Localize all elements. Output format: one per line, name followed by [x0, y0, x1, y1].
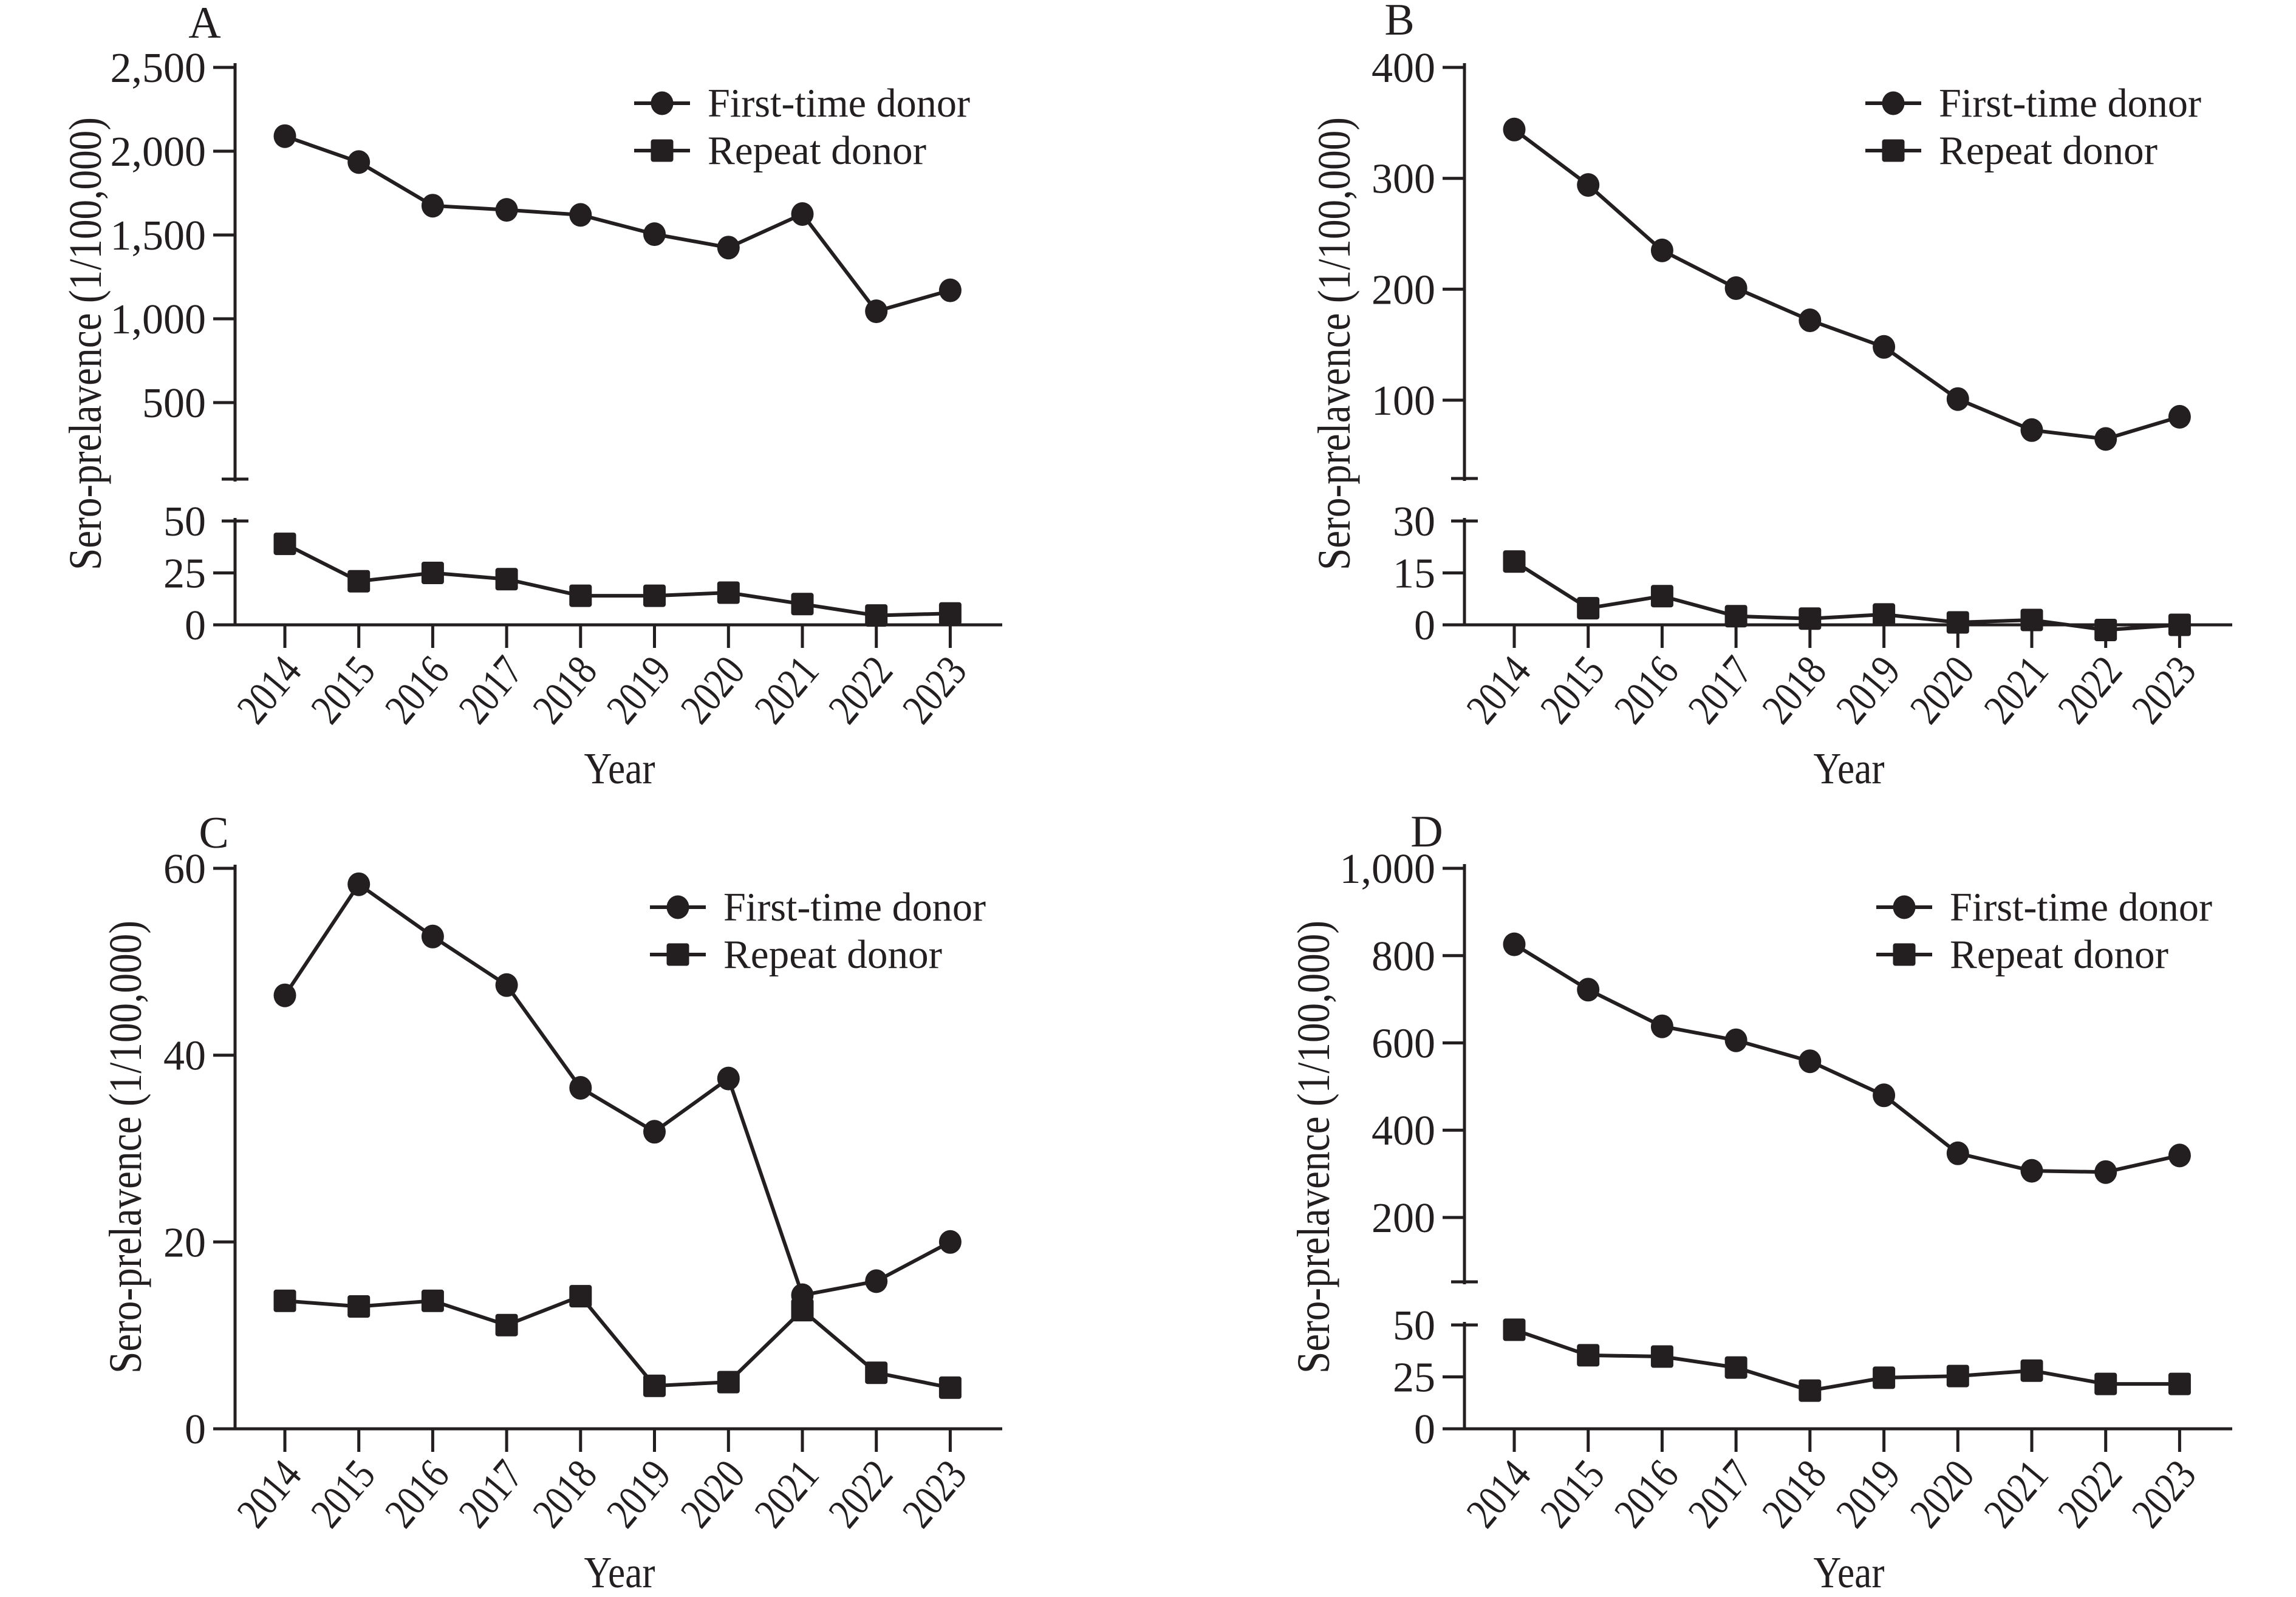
svg-text:600: 600 [1372, 1021, 1435, 1068]
svg-text:300: 300 [1372, 156, 1435, 203]
svg-text:B: B [1384, 0, 1414, 45]
svg-text:30: 30 [1393, 499, 1435, 545]
svg-text:Repeat donor: Repeat donor [1950, 932, 2168, 977]
svg-text:1,000: 1,000 [111, 296, 207, 343]
svg-text:100: 100 [1372, 378, 1435, 424]
svg-text:Sero-prelavence (1/100,000): Sero-prelavence (1/100,000) [60, 117, 111, 570]
svg-text:D: D [1410, 807, 1443, 857]
svg-text:Sero-prelavence (1/100,000): Sero-prelavence (1/100,000) [1309, 117, 1360, 570]
svg-text:1,000: 1,000 [1340, 846, 1436, 893]
svg-text:60: 60 [163, 846, 206, 893]
svg-text:800: 800 [1372, 933, 1435, 980]
svg-text:15: 15 [1393, 551, 1435, 598]
svg-text:First-time donor: First-time donor [1939, 81, 2201, 126]
svg-text:Sero-prelavence (1/100,000): Sero-prelavence (1/100,000) [1288, 921, 1339, 1374]
svg-text:Year: Year [1814, 744, 1885, 793]
svg-text:25: 25 [163, 551, 206, 598]
svg-text:First-time donor: First-time donor [1950, 885, 2212, 930]
svg-text:Year: Year [1814, 1548, 1885, 1597]
svg-text:1,500: 1,500 [111, 213, 207, 259]
svg-text:50: 50 [163, 499, 206, 545]
svg-text:0: 0 [185, 1406, 206, 1453]
svg-text:200: 200 [1372, 267, 1435, 313]
svg-text:Repeat donor: Repeat donor [708, 128, 926, 173]
svg-text:First-time donor: First-time donor [708, 81, 970, 126]
svg-text:400: 400 [1372, 45, 1435, 92]
svg-text:2,500: 2,500 [111, 45, 207, 92]
svg-text:40: 40 [163, 1033, 206, 1080]
svg-text:0: 0 [1414, 602, 1435, 649]
svg-text:A: A [188, 0, 220, 48]
svg-text:0: 0 [185, 602, 206, 649]
svg-text:Repeat donor: Repeat donor [723, 932, 942, 977]
svg-text:0: 0 [1414, 1406, 1435, 1453]
svg-text:C: C [199, 808, 228, 858]
svg-text:25: 25 [1393, 1355, 1435, 1401]
svg-text:200: 200 [1372, 1195, 1435, 1242]
svg-text:Repeat donor: Repeat donor [1939, 128, 2158, 173]
svg-text:Sero-prelavence (1/100,000): Sero-prelavence (1/100,000) [100, 921, 151, 1374]
svg-text:Year: Year [584, 1548, 655, 1597]
svg-text:50: 50 [1393, 1302, 1435, 1349]
svg-text:2,000: 2,000 [111, 129, 207, 175]
svg-text:500: 500 [142, 380, 206, 427]
svg-text:First-time donor: First-time donor [723, 885, 986, 930]
svg-text:20: 20 [163, 1219, 206, 1266]
svg-text:400: 400 [1372, 1108, 1435, 1154]
svg-text:Year: Year [584, 744, 655, 793]
